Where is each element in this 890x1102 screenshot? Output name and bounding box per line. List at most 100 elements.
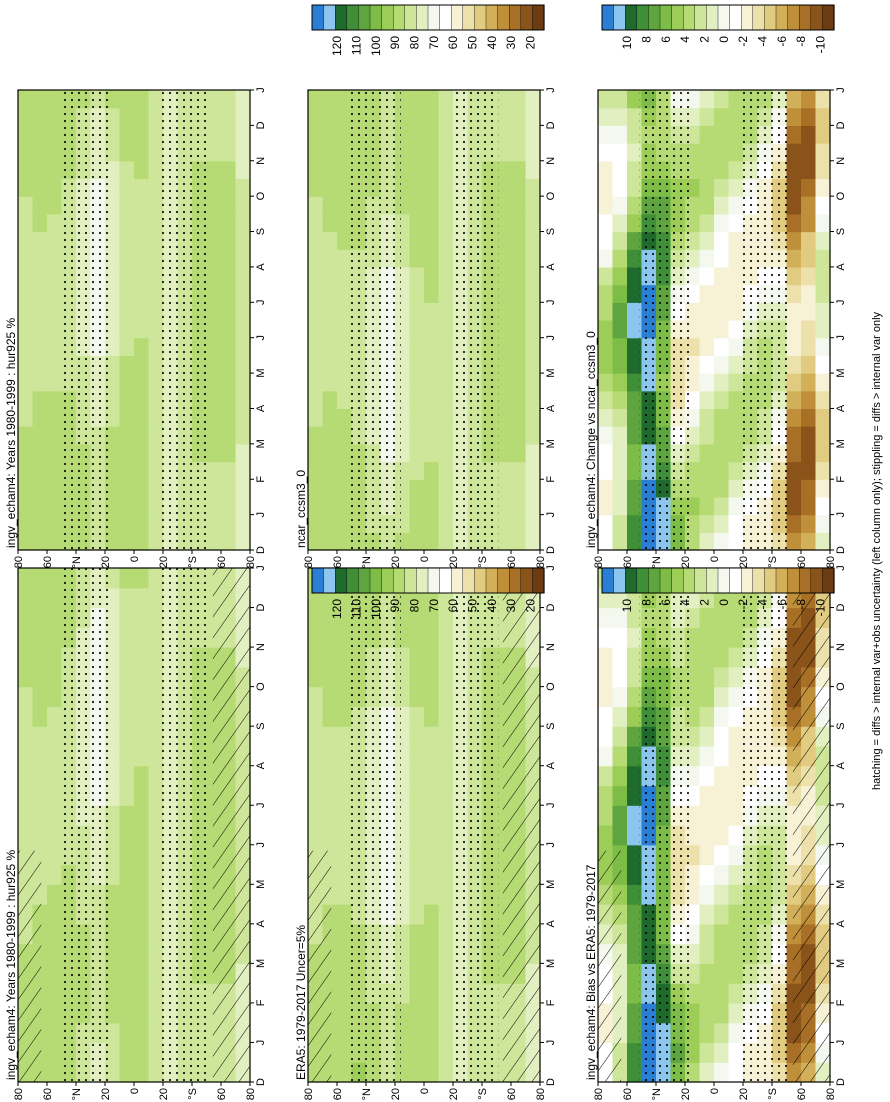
month-tick-label: N	[545, 157, 557, 165]
month-tick-label: D	[835, 604, 847, 612]
heat-cell	[134, 496, 150, 516]
heat-cell	[699, 1062, 715, 1083]
heat-cell	[134, 785, 150, 806]
heat-cell	[119, 983, 135, 1004]
heat-cell	[699, 844, 715, 866]
colorbar-cell	[369, 4, 383, 31]
heat-cell	[221, 514, 237, 533]
heat-cell	[525, 426, 541, 445]
colorbar-cell	[335, 4, 348, 31]
heat-cell	[496, 426, 512, 445]
heat-cell	[424, 805, 440, 826]
heat-cell	[134, 514, 150, 533]
heat-cell	[801, 143, 817, 162]
heat-cell	[612, 706, 628, 727]
heat-cell	[308, 666, 324, 688]
heat-cell	[598, 337, 614, 356]
heat-cell	[598, 514, 614, 533]
heat-cell	[714, 231, 730, 250]
heat-cell	[801, 231, 817, 250]
month-tick-label: J	[255, 565, 267, 571]
heat-cell	[409, 785, 425, 806]
colorbar-tick-label: 90	[388, 36, 402, 50]
heat-cell	[18, 337, 34, 356]
heat-cell	[148, 337, 164, 356]
colorbar-cell	[729, 567, 742, 594]
heat-cell	[598, 765, 614, 787]
heat-cell	[612, 805, 628, 826]
heat-cell	[496, 514, 512, 533]
heat-cell	[424, 320, 440, 339]
heat-cell	[337, 196, 353, 215]
lat-tick-label: 80	[245, 556, 257, 568]
heat-cell	[206, 479, 222, 498]
colorbar-cell	[741, 567, 754, 594]
heat-cell	[322, 390, 338, 410]
heat-cell	[815, 337, 831, 356]
heat-cell	[598, 666, 614, 688]
heat-cell	[728, 125, 744, 144]
colorbar-cell	[741, 4, 754, 31]
heat-cell	[525, 337, 541, 356]
heat-cell	[337, 943, 353, 964]
heat-cell	[337, 983, 353, 1004]
heat-cell	[47, 1022, 63, 1044]
heat-cell	[409, 1042, 425, 1063]
month-tick-label: J	[255, 87, 267, 93]
heat-cell	[699, 532, 715, 551]
heat-cell	[627, 178, 643, 197]
colorbar-tick-label: 120	[330, 36, 344, 56]
heat-cell	[714, 160, 730, 180]
colorbar-tick-label: 8	[639, 36, 653, 43]
heat-cell	[337, 320, 353, 339]
heat-cell	[134, 983, 150, 1004]
heat-cell	[47, 1042, 63, 1063]
heat-cell	[699, 943, 715, 964]
heat-cell	[525, 284, 541, 303]
heat-cell	[148, 1042, 164, 1063]
heat-cell	[409, 266, 425, 286]
heat-cell	[612, 726, 628, 747]
heat-cell	[235, 178, 251, 197]
heat-cell	[496, 213, 512, 233]
heat-cell	[424, 213, 440, 233]
colorbar-cell	[346, 567, 359, 594]
heat-cell	[627, 884, 643, 905]
heat-cell	[337, 884, 353, 905]
heat-cell	[409, 765, 425, 787]
heat-cell	[235, 284, 251, 303]
heat-cell	[119, 284, 135, 303]
hatching	[502, 568, 540, 1082]
heat-cell	[627, 765, 643, 787]
heat-cell	[815, 143, 831, 162]
lat-tick-label: 0	[419, 1088, 431, 1094]
colorbar-tick-label: 6	[659, 599, 673, 606]
lat-tick-label: 80	[825, 556, 837, 568]
heat-cell	[148, 320, 164, 339]
heat-cell	[337, 125, 353, 144]
colorbar-tick-label: 60	[446, 36, 460, 50]
heat-cell	[438, 706, 454, 727]
heat-cell	[206, 373, 222, 392]
heat-cell	[612, 107, 628, 126]
heat-cell	[409, 355, 425, 374]
colorbar-cell	[787, 567, 800, 594]
heat-cell	[627, 686, 643, 707]
heat-cell	[337, 765, 353, 787]
heat-cell	[148, 178, 164, 197]
heat-cell	[119, 568, 135, 589]
heat-cell	[598, 143, 614, 162]
colorbar-cell	[497, 567, 510, 594]
lat-tick-label: °N	[361, 556, 373, 568]
heat-cell	[424, 785, 440, 806]
heat-cell	[409, 160, 425, 180]
heat-cell	[409, 666, 425, 688]
heat-cell	[598, 320, 614, 339]
heat-cell	[235, 320, 251, 339]
heat-cell	[32, 178, 48, 197]
heat-cell	[148, 686, 164, 707]
heat-cell	[714, 607, 730, 628]
heat-cell	[308, 785, 324, 806]
colorbar-cell	[451, 4, 464, 31]
heat-cell	[134, 666, 150, 688]
